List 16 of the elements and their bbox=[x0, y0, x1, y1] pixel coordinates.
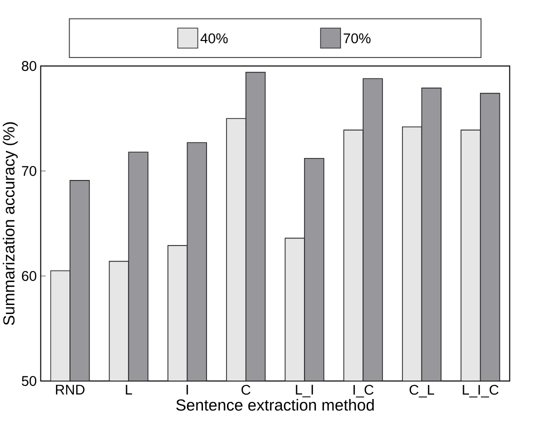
y-tick-label: 60 bbox=[22, 271, 36, 281]
x-tick-label: RND bbox=[56, 384, 84, 394]
x-tick-label: L_I bbox=[296, 384, 313, 398]
x-tick-label: L_I_C bbox=[462, 384, 499, 398]
legend-label: 40% bbox=[200, 33, 228, 44]
x-tick-label: L bbox=[126, 384, 132, 394]
x-tick-label: C bbox=[242, 384, 250, 395]
y-tick-label: 50 bbox=[22, 376, 36, 386]
x-axis-title: Sentence extraction method bbox=[176, 398, 374, 411]
x-tick-label: I_C bbox=[354, 384, 374, 398]
x-tick-label: C_L bbox=[410, 384, 434, 398]
y-tick-label: 70 bbox=[22, 166, 36, 176]
y-tick-label: 80 bbox=[22, 61, 36, 71]
x-tick-label: I bbox=[186, 384, 188, 394]
legend-label: 70% bbox=[344, 33, 370, 44]
y-axis-title: Summarization accuracy (%) bbox=[2, 122, 18, 326]
